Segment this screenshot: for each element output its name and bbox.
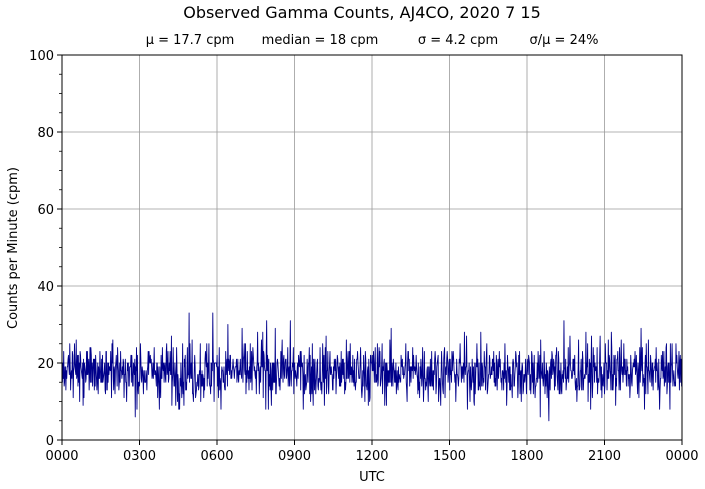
y-tick-label: 20 [37,357,54,372]
series-line [61,312,683,422]
subtitle-stat-1: median = 18 cpm [262,33,379,48]
x-axis: 0000 0300 0600 0900 1200 1500 1800 2100 0000 [45,440,699,464]
x-tick-label: 0300 [123,449,156,464]
y-axis: 0 20 40 60 80 100 [29,49,62,449]
subtitle-stat-0: μ = 17.7 cpm [146,33,235,48]
series-counts [61,312,683,422]
subtitle-stat-3: σ/μ = 24% [530,33,599,48]
y-tick-label: 40 [37,280,54,295]
x-axis-label: UTC [359,470,385,485]
chart-title: Observed Gamma Counts, AJ4CO, 2020 7 15 [183,3,541,22]
x-tick-label: 1200 [355,449,388,464]
x-tick-label: 0000 [665,449,698,464]
x-tick-label: 0900 [278,449,311,464]
subtitle-stat-2: σ = 4.2 cpm [418,33,498,48]
y-tick-label: 80 [37,126,54,141]
x-tick-label: 0600 [200,449,233,464]
y-tick-label: 60 [37,203,54,218]
x-tick-label: 2100 [588,449,621,464]
x-tick-label: 1500 [433,449,466,464]
x-tick-label: 0000 [45,449,78,464]
y-tick-label: 100 [29,49,54,64]
x-tick-label: 1800 [510,449,543,464]
chart-subtitle: μ = 17.7 cpm median = 18 cpm σ = 4.2 cpm σ/… [146,33,599,48]
y-tick-label: 0 [46,434,54,449]
y-axis-label: Counts per Minute (cpm) [6,167,21,329]
